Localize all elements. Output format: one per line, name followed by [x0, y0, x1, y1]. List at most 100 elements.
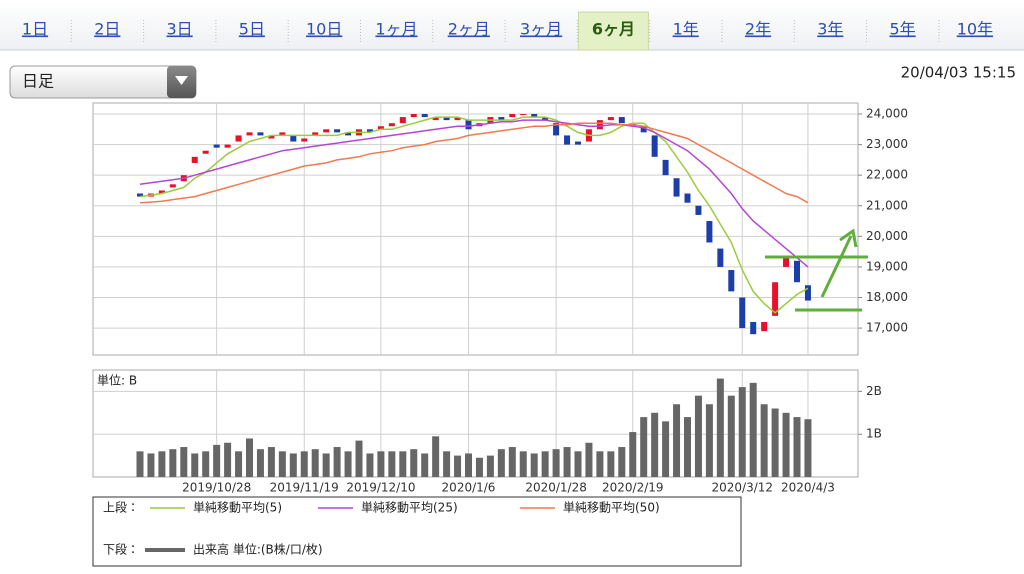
tab[interactable]: 6ヶ月 — [592, 20, 635, 39]
candle — [202, 150, 209, 154]
volume-bar — [629, 432, 637, 477]
candle — [750, 321, 757, 335]
candle — [137, 193, 143, 197]
volume-bar — [377, 451, 385, 477]
moving-average-line — [139, 116, 809, 314]
moving-average-line — [139, 119, 809, 268]
tab[interactable]: 10年 — [957, 20, 993, 39]
volume-bar — [399, 451, 407, 477]
candle — [158, 190, 165, 194]
y-tick-label: 17,000 — [866, 321, 908, 335]
volume-bar — [213, 444, 221, 477]
legend-box — [92, 496, 742, 567]
candle — [794, 260, 800, 283]
candle — [761, 321, 768, 332]
candle — [772, 282, 779, 316]
candle — [498, 117, 505, 121]
volume-bar — [651, 412, 659, 477]
volume-bar — [596, 451, 604, 477]
volume-bar — [224, 442, 232, 477]
volume-bar — [246, 438, 253, 477]
tab[interactable]: 1年 — [673, 20, 699, 39]
volume-bar — [662, 421, 670, 477]
candle — [695, 205, 702, 215]
volume-bar — [366, 453, 374, 477]
y-tick-label: 2B — [866, 384, 882, 398]
volume-bar — [541, 451, 549, 477]
volume-bar — [202, 451, 210, 477]
legend-label: 単純移動平均(50) — [563, 501, 660, 515]
candle — [662, 159, 669, 176]
candle — [399, 117, 406, 124]
y-tick-label: 23,000 — [866, 137, 908, 151]
candle — [804, 285, 811, 301]
tab[interactable]: 2日 — [94, 20, 120, 39]
candle — [191, 156, 198, 163]
volume-bar — [235, 451, 243, 477]
volume-bar — [267, 447, 275, 477]
candle — [465, 120, 472, 130]
candle — [706, 221, 713, 243]
volume-bar — [289, 453, 297, 477]
legend-label: 出来高 単位:(B株/口/枚) — [193, 542, 323, 557]
annotation-arrow — [820, 235, 853, 298]
candle — [213, 144, 220, 148]
x-tick-label: 2020/1/28 — [525, 481, 587, 495]
volume-bar — [355, 440, 363, 477]
y-tick-label: 24,000 — [866, 107, 908, 121]
tab[interactable]: 2年 — [745, 20, 771, 39]
candle — [640, 126, 647, 133]
volume-bar — [771, 408, 779, 477]
volume-bar — [738, 387, 746, 477]
volume-bar — [191, 453, 199, 477]
candle — [410, 114, 417, 118]
tab[interactable]: 5年 — [890, 20, 916, 39]
volume-bar — [136, 451, 144, 477]
timestamp: 20/04/03 15:15 — [901, 64, 1016, 82]
volume-bar — [793, 417, 801, 477]
annotation — [765, 228, 868, 312]
moving-average-line — [139, 122, 809, 204]
tab[interactable]: 1日 — [22, 20, 48, 39]
legend-lower-label: 下段： — [103, 542, 139, 557]
tab[interactable]: 1ヶ月 — [375, 20, 417, 39]
volume-bar — [552, 449, 560, 477]
candle — [312, 132, 319, 136]
y-tick-label: 21,000 — [866, 198, 908, 212]
volume-bar — [158, 451, 166, 477]
x-tick-label: 2019/11/19 — [270, 481, 339, 495]
x-tick-label: 2020/3/12 — [711, 481, 773, 495]
candle — [279, 132, 286, 136]
candle — [454, 117, 461, 121]
annotation-arrowhead — [839, 228, 858, 248]
volume-bar — [344, 451, 352, 477]
x-tick-label: 2019/10/28 — [182, 481, 251, 495]
dropdown-arrow — [175, 76, 188, 85]
tab[interactable]: 10日 — [306, 20, 342, 39]
dropdown[interactable]: 日足 — [9, 65, 197, 99]
volume-bar — [749, 382, 757, 477]
tab[interactable]: 2ヶ月 — [448, 20, 490, 39]
candle — [366, 129, 373, 133]
tab[interactable]: 5日 — [239, 20, 265, 39]
tab[interactable]: 3日 — [167, 20, 193, 39]
candle — [717, 248, 724, 267]
y-tick-label: 22,000 — [866, 168, 908, 182]
candle — [268, 135, 275, 139]
tab[interactable]: 3年 — [817, 20, 843, 39]
volume-bar — [388, 451, 396, 477]
legend-label: 単純移動平均(5) — [193, 501, 282, 515]
volume-bar — [475, 457, 483, 477]
y-tick-label: 18,000 — [866, 290, 908, 304]
candle — [542, 117, 549, 121]
x-tick-label: 2019/12/10 — [346, 481, 415, 495]
volume-bar — [508, 447, 516, 477]
tab-bar — [0, 0, 1024, 50]
volume-bar — [454, 455, 462, 477]
volume-bar — [465, 453, 472, 477]
tab[interactable]: 3ヶ月 — [520, 20, 562, 39]
volume-bar — [563, 447, 571, 477]
tabs: 1日 2日 3日 5日 10日 1ヶ月 2ヶ月 3ヶ月 6ヶ月 1年 2年 3年 5年 10年 — [22, 11, 993, 51]
volume-bar — [574, 451, 582, 477]
candle — [169, 184, 176, 188]
